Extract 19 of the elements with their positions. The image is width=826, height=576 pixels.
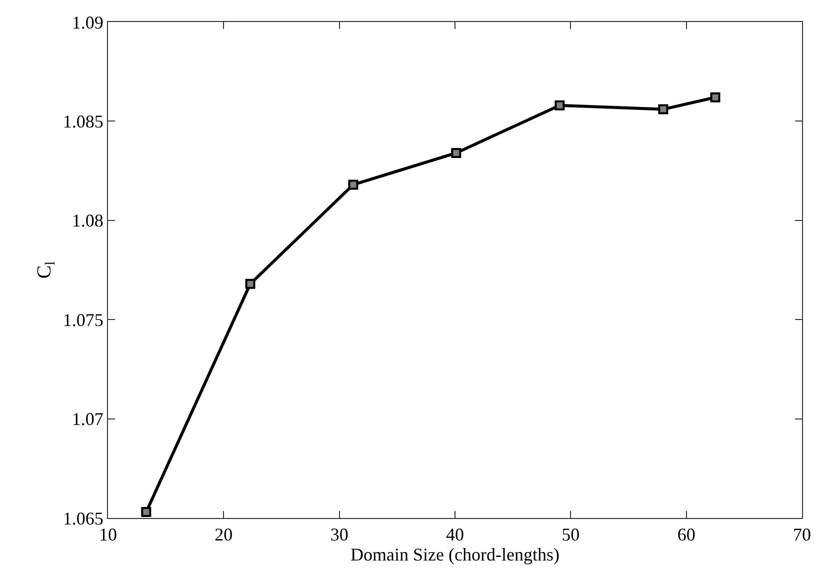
point [554, 100, 565, 110]
y-tick-label: 1.085 [62, 112, 104, 132]
y-tick-label: 1.075 [62, 310, 104, 330]
point [245, 278, 256, 289]
point [348, 180, 358, 190]
x-tick-label: 30 [330, 524, 348, 545]
x-tick-label: 50 [562, 524, 580, 545]
x-tick-label: 40 [446, 524, 464, 545]
point [658, 104, 668, 114]
y-tick-label: 1.08 [72, 210, 104, 231]
y-tick-label: 1.09 [72, 12, 104, 32]
x-tick-label: 60 [677, 524, 696, 545]
x-tick-label: 70 [793, 524, 811, 545]
point [710, 92, 720, 102]
point [451, 148, 462, 158]
x-axis-title: Domain Size (chord-lengths) [350, 544, 560, 565]
x-tick-label: 20 [214, 524, 233, 545]
y-tick-label: 1.07 [72, 409, 104, 430]
point [141, 507, 152, 518]
